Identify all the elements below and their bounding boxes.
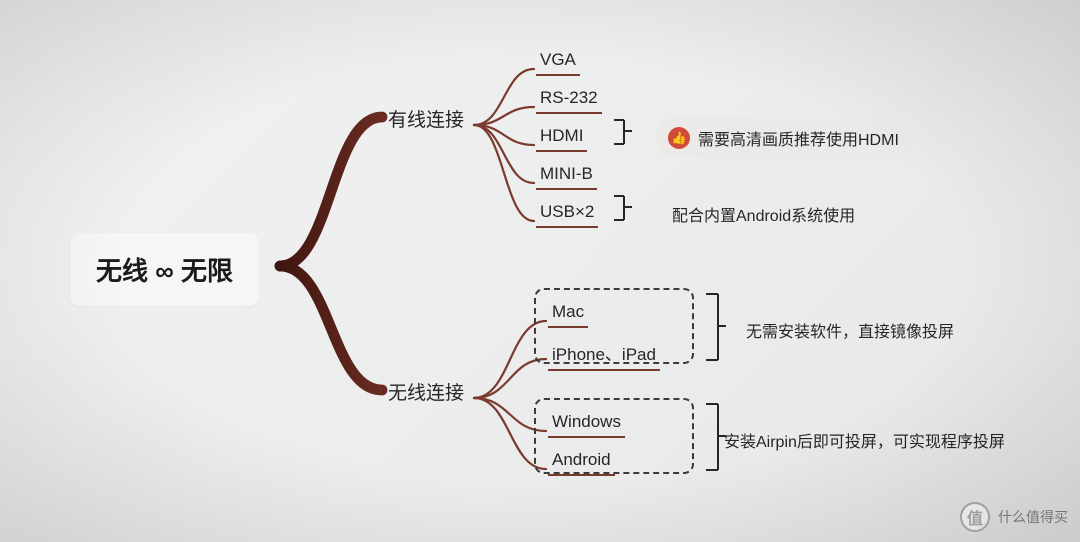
- leaf-label: USB×2: [540, 202, 594, 221]
- leaf-label: VGA: [540, 50, 576, 69]
- br-apple: [704, 292, 728, 364]
- branch-label-text: 无线连接: [388, 383, 464, 404]
- leaf-vga: VGA: [540, 50, 576, 70]
- branch-label-text: 有线连接: [388, 110, 464, 131]
- root-node: 无线 ∞ 无限: [70, 233, 259, 306]
- root-label: 无线 ∞ 无限: [96, 256, 233, 286]
- anno-usb: 配合内置Android系统使用: [672, 202, 855, 226]
- leaf-label: RS-232: [540, 88, 598, 107]
- mindmap-canvas: 无线 ∞ 无限 有线连接无线连接 VGA RS-232 HDMI MINI-B USB×2…: [0, 0, 1080, 542]
- annotation-text: 安装Airpin后即可投屏，可实现程序投屏: [724, 434, 1005, 451]
- annotation-text: 需要高清画质推荐使用HDMI: [698, 126, 899, 150]
- leaf-label: HDMI: [540, 126, 583, 145]
- br-usb: [612, 194, 634, 224]
- branch-wireless: 无线连接: [388, 378, 464, 405]
- br-hdmi: [612, 118, 634, 148]
- branch-wired: 有线连接: [388, 105, 464, 132]
- box-apple: [534, 288, 694, 364]
- box-android: [534, 398, 694, 474]
- thumb-icon: 👍: [668, 127, 690, 149]
- anno-apple: 无需安装软件，直接镜像投屏: [746, 318, 954, 342]
- leaf-label: MINI-B: [540, 164, 593, 183]
- watermark-text: 什么值得买: [998, 507, 1068, 527]
- anno-andr: 安装Airpin后即可投屏，可实现程序投屏: [724, 428, 1005, 452]
- watermark: 值 什么值得买: [960, 502, 1068, 532]
- leaf-rs232: RS-232: [540, 88, 598, 108]
- leaf-hdmi: HDMI: [540, 126, 583, 146]
- leaf-minib: MINI-B: [540, 164, 593, 184]
- leaf-usb: USB×2: [540, 202, 594, 222]
- watermark-logo: 值: [960, 502, 990, 532]
- anno-hdmi: 👍 需要高清画质推荐使用HDMI: [656, 118, 917, 158]
- annotation-text: 配合内置Android系统使用: [672, 208, 855, 225]
- annotation-text: 无需安装软件，直接镜像投屏: [746, 324, 954, 341]
